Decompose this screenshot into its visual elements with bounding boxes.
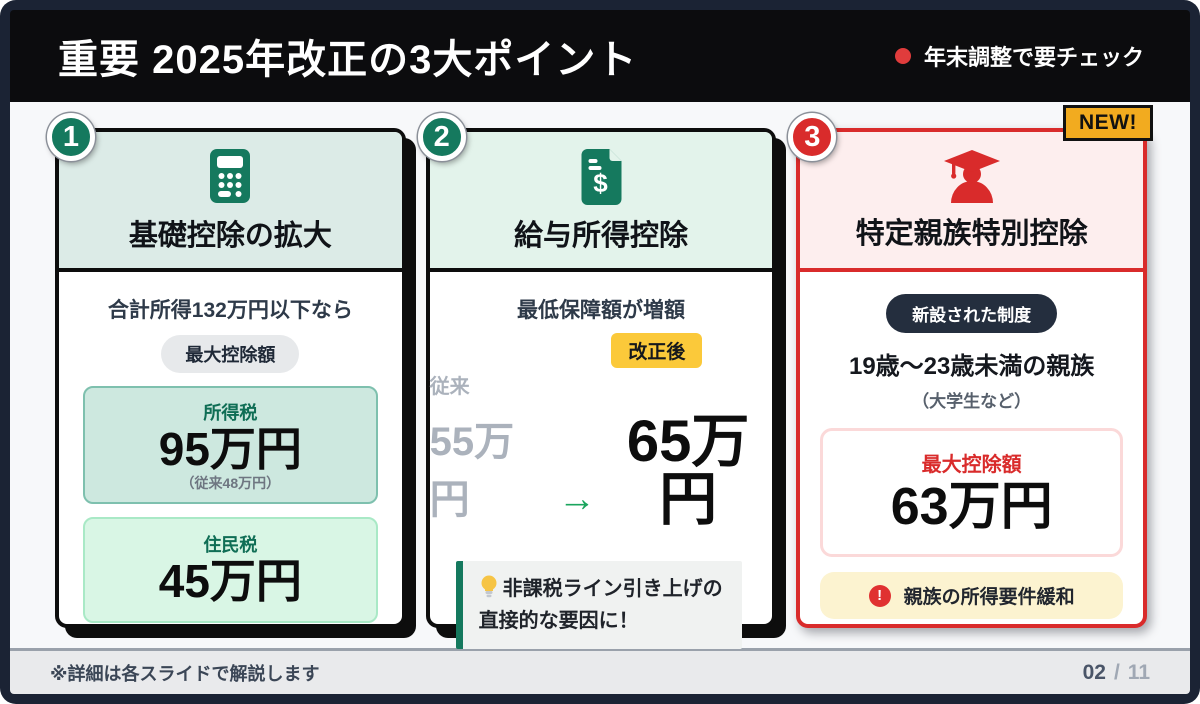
income-tax-box: 所得税 95万円 （従来48万円）: [83, 386, 378, 505]
page-total: 11: [1127, 660, 1150, 684]
graduate-icon: [943, 149, 1000, 203]
card-3-title: 特定親族特別控除: [855, 217, 1088, 250]
after-value: 65万円: [626, 409, 750, 532]
income-tax-value: 95万円: [158, 423, 302, 475]
number-badge-3: 3: [788, 113, 837, 161]
amount-comparison: 従来 55万円 → 65万円: [430, 370, 773, 531]
note-line: 直接的な要因に！: [478, 610, 639, 632]
before-group: 従来 55万円: [430, 370, 546, 531]
after-revision-badge: 改正後: [611, 333, 703, 368]
max-deduction-pill: 最大控除額: [161, 335, 300, 373]
svg-text:$: $: [593, 168, 608, 198]
exclamation-icon: !: [868, 584, 891, 607]
card-2-lead: 最低保障額が増額: [517, 299, 685, 322]
card-salary-deduction: 2 $ 給与所得控除 最低保障額が増額 改正後: [417, 113, 777, 649]
number-badge-2: 2: [417, 113, 466, 161]
page-title: 重要 2025年改正の3大ポイント: [58, 38, 638, 82]
number-badge-1: 1: [47, 113, 95, 161]
card-2-body: 最低保障額が増額 改正後 従来 55万円 → 65万円: [430, 272, 773, 649]
target-subtext: （大学生など）: [912, 392, 1032, 411]
new-system-pill: 新設された制度: [886, 294, 1058, 333]
max-amount-box: 最大控除額 63万円: [820, 428, 1124, 558]
card-2-title: 給与所得控除: [514, 219, 689, 252]
card-special-relative: NEW! 3 特定親族特別控除 新設された制度 19歳〜23歳未満の親族 （: [788, 105, 1154, 628]
footer: ※詳細は各スライドで解説します 02 / 11: [10, 648, 1190, 694]
cards-row: 1 基礎控除の拡大 合計所得132万円以下なら 最大控除額: [10, 102, 1190, 649]
before-label: 従来: [429, 376, 470, 398]
before-value: 55万円: [429, 420, 515, 522]
title-bar: 重要 2025年改正の3大ポイント 年末調整で要チェック: [10, 10, 1190, 102]
max-amount-label: 最大控除額: [921, 454, 1022, 476]
calculator-icon: [210, 148, 251, 203]
target-text: 19歳〜23歳未満の親族: [848, 353, 1095, 380]
card-basic-deduction: 1 基礎控除の拡大 合計所得132万円以下なら 最大控除額: [47, 113, 406, 628]
page-separator: /: [1113, 660, 1120, 684]
highlight-note: 非課税ライン引き上げの 直接的な要因に！: [455, 561, 743, 649]
card-1-title: 基礎控除の拡大: [128, 219, 332, 252]
note-line: 非課税ライン引き上げの: [502, 578, 723, 600]
card-1-lead: 合計所得132万円以下なら: [107, 299, 353, 322]
lightbulb-icon: [479, 574, 499, 607]
page-current: 02: [1082, 660, 1106, 684]
page-indicator: 02 / 11: [1083, 661, 1150, 685]
new-badge: NEW!: [1063, 105, 1154, 141]
card-1-header: 基礎控除の拡大: [59, 132, 402, 272]
check-note: 年末調整で要チェック: [894, 40, 1144, 72]
footer-note: ※詳細は各スライドで解説します: [50, 663, 320, 684]
max-amount-value: 63万円: [890, 478, 1053, 536]
red-dot-icon: [894, 48, 911, 64]
resident-tax-value: 45万円: [158, 555, 302, 608]
warning-pill: ! 親族の所得要件緩和: [820, 572, 1124, 620]
arrow-right-icon: →: [557, 478, 596, 520]
warning-text: 親族の所得要件緩和: [903, 587, 1075, 609]
card-1-body: 合計所得132万円以下なら 最大控除額 所得税 95万円 （従来48万円） 住民…: [59, 272, 402, 623]
income-tax-subnote: （従来48万円）: [180, 475, 281, 492]
income-tax-label: 所得税: [203, 403, 258, 423]
resident-tax-box: 住民税 45万円: [83, 517, 378, 623]
card-3-body: 新設された制度 19歳〜23歳未満の親族 （大学生など） 最大控除額 63万円 …: [800, 272, 1143, 620]
card-3-header: 特定親族特別控除: [800, 132, 1144, 272]
invoice-dollar-icon: $: [581, 148, 621, 205]
check-note-label: 年末調整で要チェック: [923, 45, 1144, 70]
slide-inner: 重要 2025年改正の3大ポイント 年末調整で要チェック 1: [10, 10, 1190, 694]
resident-tax-label: 住民税: [203, 535, 258, 556]
card-2-header: $ 給与所得控除: [429, 132, 773, 272]
